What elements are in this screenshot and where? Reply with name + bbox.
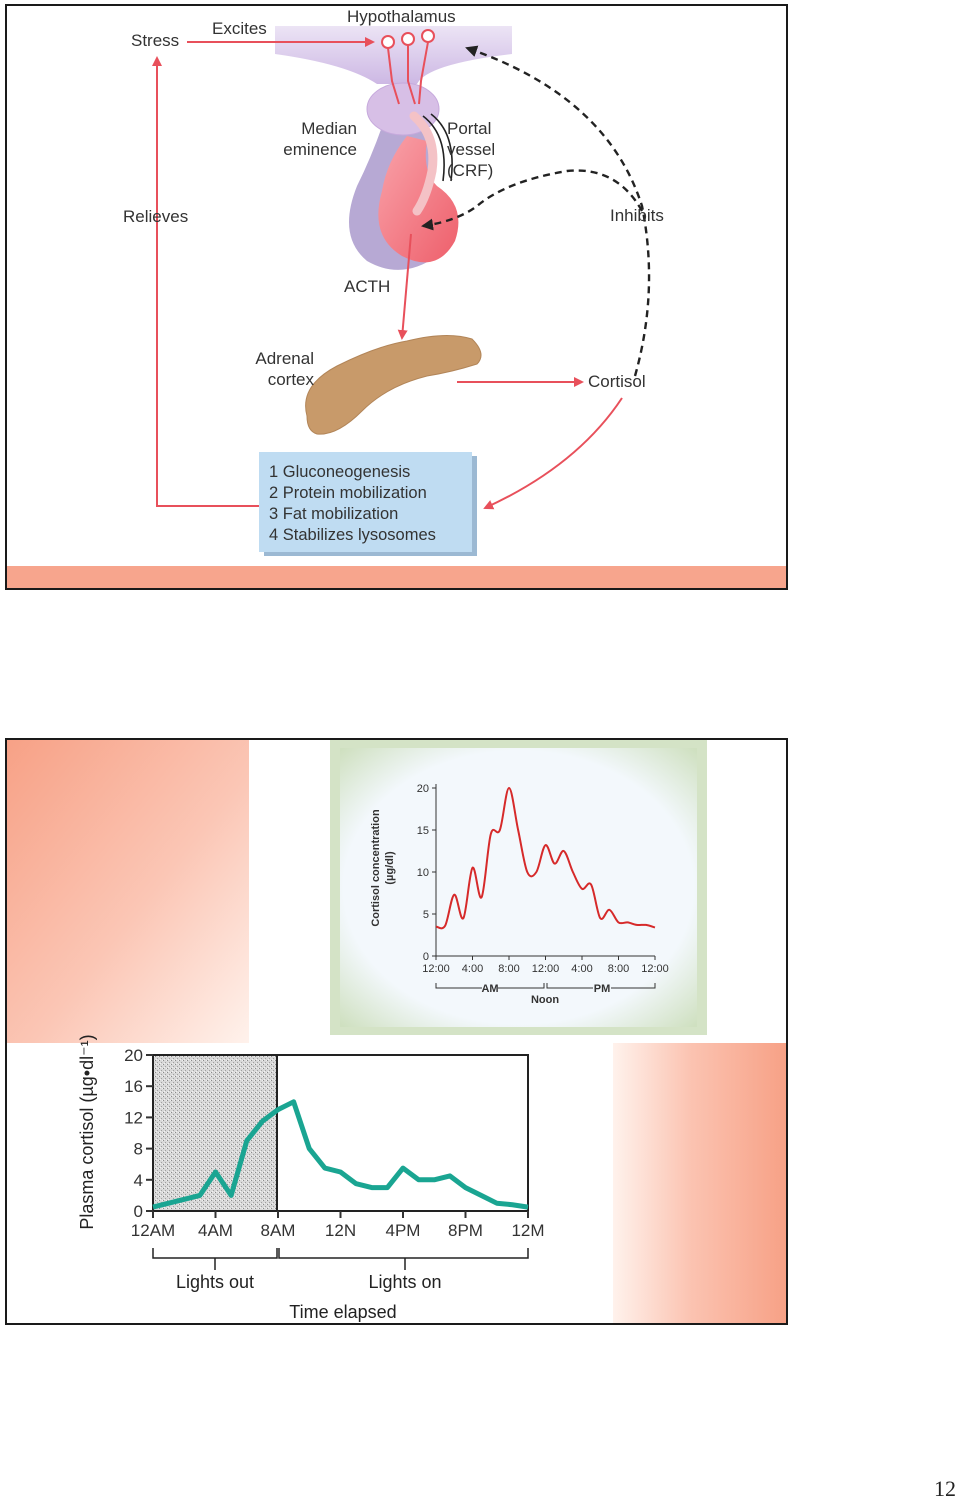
top-chart-cortisol-line	[435, 786, 656, 930]
bottom-chart-y-tick-label: 0	[134, 1202, 143, 1221]
hypothalamus-label: Hypothalamus	[347, 7, 456, 26]
bottom-chart-cortisol-line	[152, 1099, 529, 1210]
inhibits-hypothalamus-arrow	[465, 45, 651, 377]
adrenal-cortex-label: Adrenal	[255, 349, 314, 368]
lights-on-label: Lights on	[368, 1272, 441, 1292]
inhibits-pituitary-arrow	[421, 169, 644, 231]
bottom-chart-y-tick-label: 16	[124, 1077, 143, 1096]
top-chart-pm-bracket	[546, 983, 656, 989]
portal-vessel-shape	[409, 111, 438, 216]
slide-hpa-axis: Stress Excites Hypothalamus Median emine…	[5, 4, 788, 590]
bottom-chart-y-tick-label: 12	[124, 1108, 143, 1127]
top-chart-pm-label: PM	[594, 983, 611, 995]
top-chart-am-label: AM	[481, 983, 498, 995]
slide-cortisol-rhythm: 0 5 10 15 20 12:00 4:00 8:00 12:00 4:00 8:00 12:00 …	[5, 738, 788, 1325]
bottom-chart-y-tick-label: 8	[134, 1140, 143, 1159]
bottom-chart-x-tick-label: 8PM	[448, 1221, 483, 1240]
top-chart-x-tick-label: 4:00	[571, 963, 592, 975]
bottom-chart: 0 4 8 12 16 20 12AM 4AM 8AM 12N 4PM 8PM 12M Plasma c…	[77, 1034, 545, 1322]
top-chart-am-bracket	[435, 983, 545, 989]
hypothalamus-shape	[275, 26, 512, 84]
top-chart-x-tick-label: 12:00	[641, 963, 669, 975]
top-chart-y-tick-label: 10	[417, 867, 429, 879]
hypothalamic-neurons	[381, 29, 435, 105]
bottom-chart-y-tick-label: 4	[134, 1171, 143, 1190]
median-eminence-label-2: eminence	[283, 140, 357, 159]
portal-vessel-label: Portal	[447, 119, 491, 138]
bottom-chart-x-tick-label: 8AM	[261, 1221, 296, 1240]
cortisol-label: Cortisol	[588, 372, 646, 391]
top-chart-y-tick-label: 15	[417, 825, 429, 837]
effect-2: 2 Protein mobilization	[269, 484, 427, 502]
bottom-chart-x-tick-label: 12AM	[131, 1221, 175, 1240]
bottom-chart-x-tick-label: 4AM	[198, 1221, 233, 1240]
top-chart-x-tick-label: 12:00	[422, 963, 450, 975]
inhibits-label: Inhibits	[610, 206, 664, 225]
relieves-arrow	[152, 56, 259, 507]
top-chart-noon-label: Noon	[531, 994, 559, 1006]
top-chart-ylabel-2: (µg/dl)	[384, 851, 396, 885]
bottom-chart-y-tick-label: 20	[124, 1046, 143, 1065]
top-chart-x-tick-label: 4:00	[462, 963, 483, 975]
adrenal-cortex-label-2: cortex	[268, 370, 315, 389]
effect-4: 4 Stabilizes lysosomes	[269, 526, 436, 544]
lights-on-bracket	[278, 1248, 529, 1270]
bottom-chart-ylabel: Plasma cortisol (µg•dl⁻¹)	[77, 1034, 97, 1229]
stress-label: Stress	[131, 31, 179, 50]
top-chart-y-tick-label: 5	[423, 909, 429, 921]
bottom-chart-xlabel: Time elapsed	[289, 1302, 396, 1322]
decorative-corner-bottom-right	[613, 1043, 786, 1323]
bottom-chart-axes: 0 4 8 12 16 20 12AM 4AM 8AM 12N 4PM 8PM 12M	[124, 1046, 544, 1240]
bottom-chart-x-tick-label: 12N	[325, 1221, 356, 1240]
median-eminence-label: Median	[301, 119, 357, 138]
effect-1: 1 Gluconeogenesis	[269, 463, 410, 481]
top-chart-x-tick-label: 8:00	[608, 963, 629, 975]
bottom-chart-x-tick-label: 4PM	[386, 1221, 421, 1240]
top-chart-x-tick-label: 8:00	[498, 963, 519, 975]
top-chart-y-tick-label: 20	[417, 783, 429, 795]
slide-accent-bar	[7, 566, 786, 588]
bottom-chart-x-tick-label: 12M	[511, 1221, 544, 1240]
hpa-axis-diagram: Stress Excites Hypothalamus Median emine…	[7, 7, 786, 588]
adrenal-cortex-shape	[305, 334, 482, 435]
cortisol-effects-arrow	[483, 397, 623, 510]
lights-out-label: Lights out	[176, 1272, 254, 1292]
top-chart-axes: 0 5 10 15 20 12:00 4:00 8:00 12:00 4:00 8:00 12:00	[417, 783, 669, 975]
excites-label: Excites	[212, 19, 267, 38]
lights-out-bracket	[152, 1248, 278, 1270]
top-chart-ylabel-1: Cortisol concentration	[370, 809, 382, 927]
anterior-pituitary-shape	[378, 136, 459, 263]
lights-out-shading	[153, 1055, 277, 1211]
acth-arrow	[397, 233, 412, 340]
effects-box	[259, 452, 472, 552]
portal-vessel-label-2: vessel	[447, 140, 495, 159]
portal-vessel-label-3: (CRF)	[447, 161, 493, 180]
decorative-corner-top-left	[7, 740, 249, 1043]
acth-label: ACTH	[344, 277, 390, 296]
effect-3: 3 Fat mobilization	[269, 505, 398, 523]
relieves-label: Relieves	[123, 207, 188, 226]
top-chart-y-tick-label: 0	[423, 951, 429, 963]
top-chart-x-tick-label: 12:00	[532, 963, 560, 975]
page-number: 12	[934, 1476, 956, 1501]
